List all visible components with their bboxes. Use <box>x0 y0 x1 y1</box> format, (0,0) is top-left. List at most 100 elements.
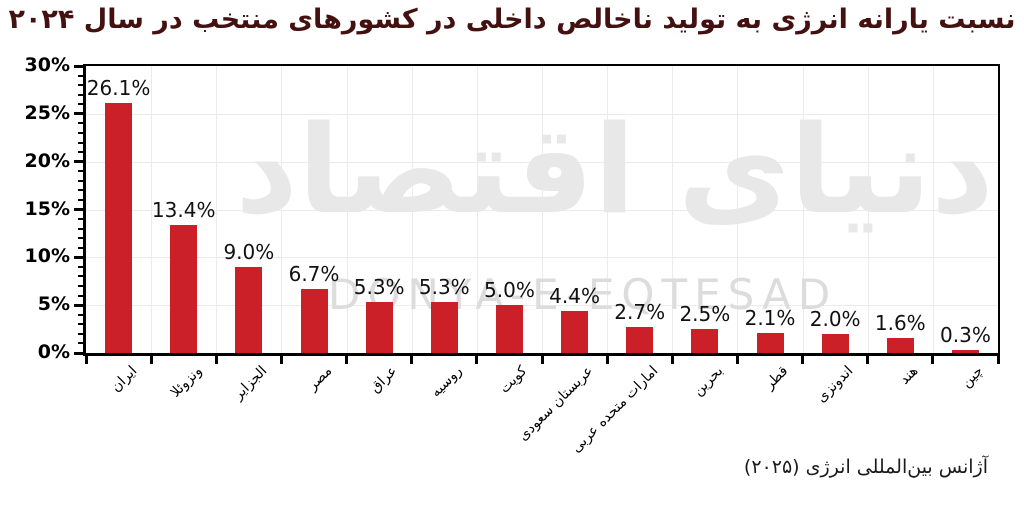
y-axis-tick <box>74 64 83 68</box>
x-axis-tick <box>214 356 218 364</box>
chart-title: نسبت یارانه انرژی به تولید ناخالص داخلی … <box>8 4 1016 35</box>
plot-right-border <box>998 64 1000 356</box>
bar-value-label: 26.1% <box>86 76 151 101</box>
bar-value-label: 6.7% <box>288 261 340 286</box>
y-axis-tick-label: 20% <box>24 149 70 172</box>
x-axis-tick <box>475 356 479 364</box>
bar <box>430 302 458 353</box>
bar <box>365 302 393 353</box>
source-text: آژانس بین‌المللی انرژی (۲۰۲۵) <box>743 456 988 478</box>
bar <box>235 266 263 353</box>
y-axis-minor-tick <box>78 285 83 288</box>
y-axis-minor-tick <box>78 227 83 230</box>
gridline-vertical <box>216 66 218 353</box>
gridline-vertical <box>867 66 869 353</box>
y-axis-tick-label: 10% <box>24 245 70 268</box>
gridline-vertical <box>411 66 413 353</box>
bar <box>691 329 719 353</box>
y-axis-line <box>83 64 86 356</box>
y-axis-minor-tick <box>78 151 83 154</box>
gridline-vertical <box>672 66 674 353</box>
x-axis-tick <box>931 356 935 364</box>
y-axis-tick-label: 15% <box>24 197 70 220</box>
y-axis-minor-tick <box>78 189 83 192</box>
bar-value-label: 2.1% <box>744 305 796 330</box>
bar-value-label: 5.3% <box>353 275 405 300</box>
x-axis-tick <box>996 356 1000 364</box>
y-axis-minor-tick <box>78 275 83 278</box>
bar-value-label: 5.0% <box>484 278 535 303</box>
y-axis-minor-tick <box>78 265 83 268</box>
x-axis-tick <box>735 356 739 364</box>
gridline-vertical <box>476 66 478 353</box>
bar-value-label: 4.4% <box>549 283 600 308</box>
gridline-vertical <box>151 66 153 353</box>
bar-value-label: 5.3% <box>418 275 470 300</box>
bar <box>105 103 133 353</box>
bar-value-label: 9.0% <box>223 239 275 264</box>
bar <box>170 224 198 353</box>
category-label: الجزایر <box>230 363 271 403</box>
bar-value-label: 2.7% <box>614 300 666 325</box>
x-axis-tick <box>84 356 88 364</box>
y-axis-minor-tick <box>78 103 83 106</box>
bar <box>821 333 849 353</box>
x-axis-tick <box>605 356 609 364</box>
y-axis-minor-tick <box>78 141 83 144</box>
x-axis-tick <box>279 356 283 364</box>
y-axis-minor-tick <box>78 323 83 326</box>
gridline-vertical <box>932 66 934 353</box>
category-label: امارات متحده عربی <box>568 363 662 456</box>
y-axis-tick <box>74 160 83 164</box>
y-axis-tick-label: 30% <box>24 54 70 76</box>
plot-top-border <box>83 64 1000 66</box>
y-axis-minor-tick <box>78 198 83 201</box>
bar-value-label: 0.3% <box>940 323 991 348</box>
watermark-persian: دنیای اقتصاد <box>235 98 994 241</box>
gridline-vertical <box>542 66 543 353</box>
y-axis-minor-tick <box>78 170 83 173</box>
y-axis-minor-tick <box>78 74 83 77</box>
y-axis-minor-tick <box>78 122 83 125</box>
category-label: ونزوئلا <box>167 363 206 401</box>
gridline-vertical <box>281 66 283 353</box>
gridline-vertical <box>737 66 739 353</box>
bar <box>495 305 523 353</box>
gridline-vertical <box>802 66 804 353</box>
plot-area: دنیای اقتصاد DONYA-E-EQTESAD <box>86 66 998 353</box>
category-label: عراق <box>367 363 401 397</box>
category-label: مصر <box>304 363 336 394</box>
bar <box>561 310 589 353</box>
x-axis-tick <box>540 356 544 364</box>
bar <box>300 288 328 353</box>
y-axis-minor-tick <box>78 237 83 240</box>
y-axis-minor-tick <box>78 218 83 221</box>
bar <box>886 337 914 353</box>
y-axis-tick <box>74 255 83 259</box>
watermark-latin: DONYA-E-EQTESAD <box>328 270 838 319</box>
category-label: عربستان سعودی <box>514 363 596 445</box>
y-axis-minor-tick <box>78 179 83 182</box>
category-label: روسیه <box>428 363 466 401</box>
x-axis-tick <box>801 356 805 364</box>
y-axis-tick-label: 0% <box>37 341 70 363</box>
y-axis-minor-tick <box>78 84 83 87</box>
x-axis-tick <box>670 356 674 364</box>
bar <box>626 327 654 353</box>
bar-value-label: 2.5% <box>679 302 731 327</box>
y-axis-tick-label: 25% <box>24 101 70 124</box>
y-axis-minor-tick <box>78 131 83 134</box>
bar-value-label: 1.6% <box>874 310 926 335</box>
x-axis-tick <box>866 356 870 364</box>
y-axis-tick <box>74 208 83 211</box>
y-axis-minor-tick <box>78 294 83 297</box>
x-axis-tick <box>149 356 153 364</box>
y-axis-minor-tick <box>78 342 83 345</box>
bar-value-label: 2.0% <box>809 306 861 331</box>
bar-value-label: 13.4% <box>151 197 216 222</box>
category-label: کویت <box>497 363 531 397</box>
bar <box>756 332 784 353</box>
y-axis-tick <box>74 112 83 116</box>
y-axis-minor-tick <box>78 313 83 316</box>
